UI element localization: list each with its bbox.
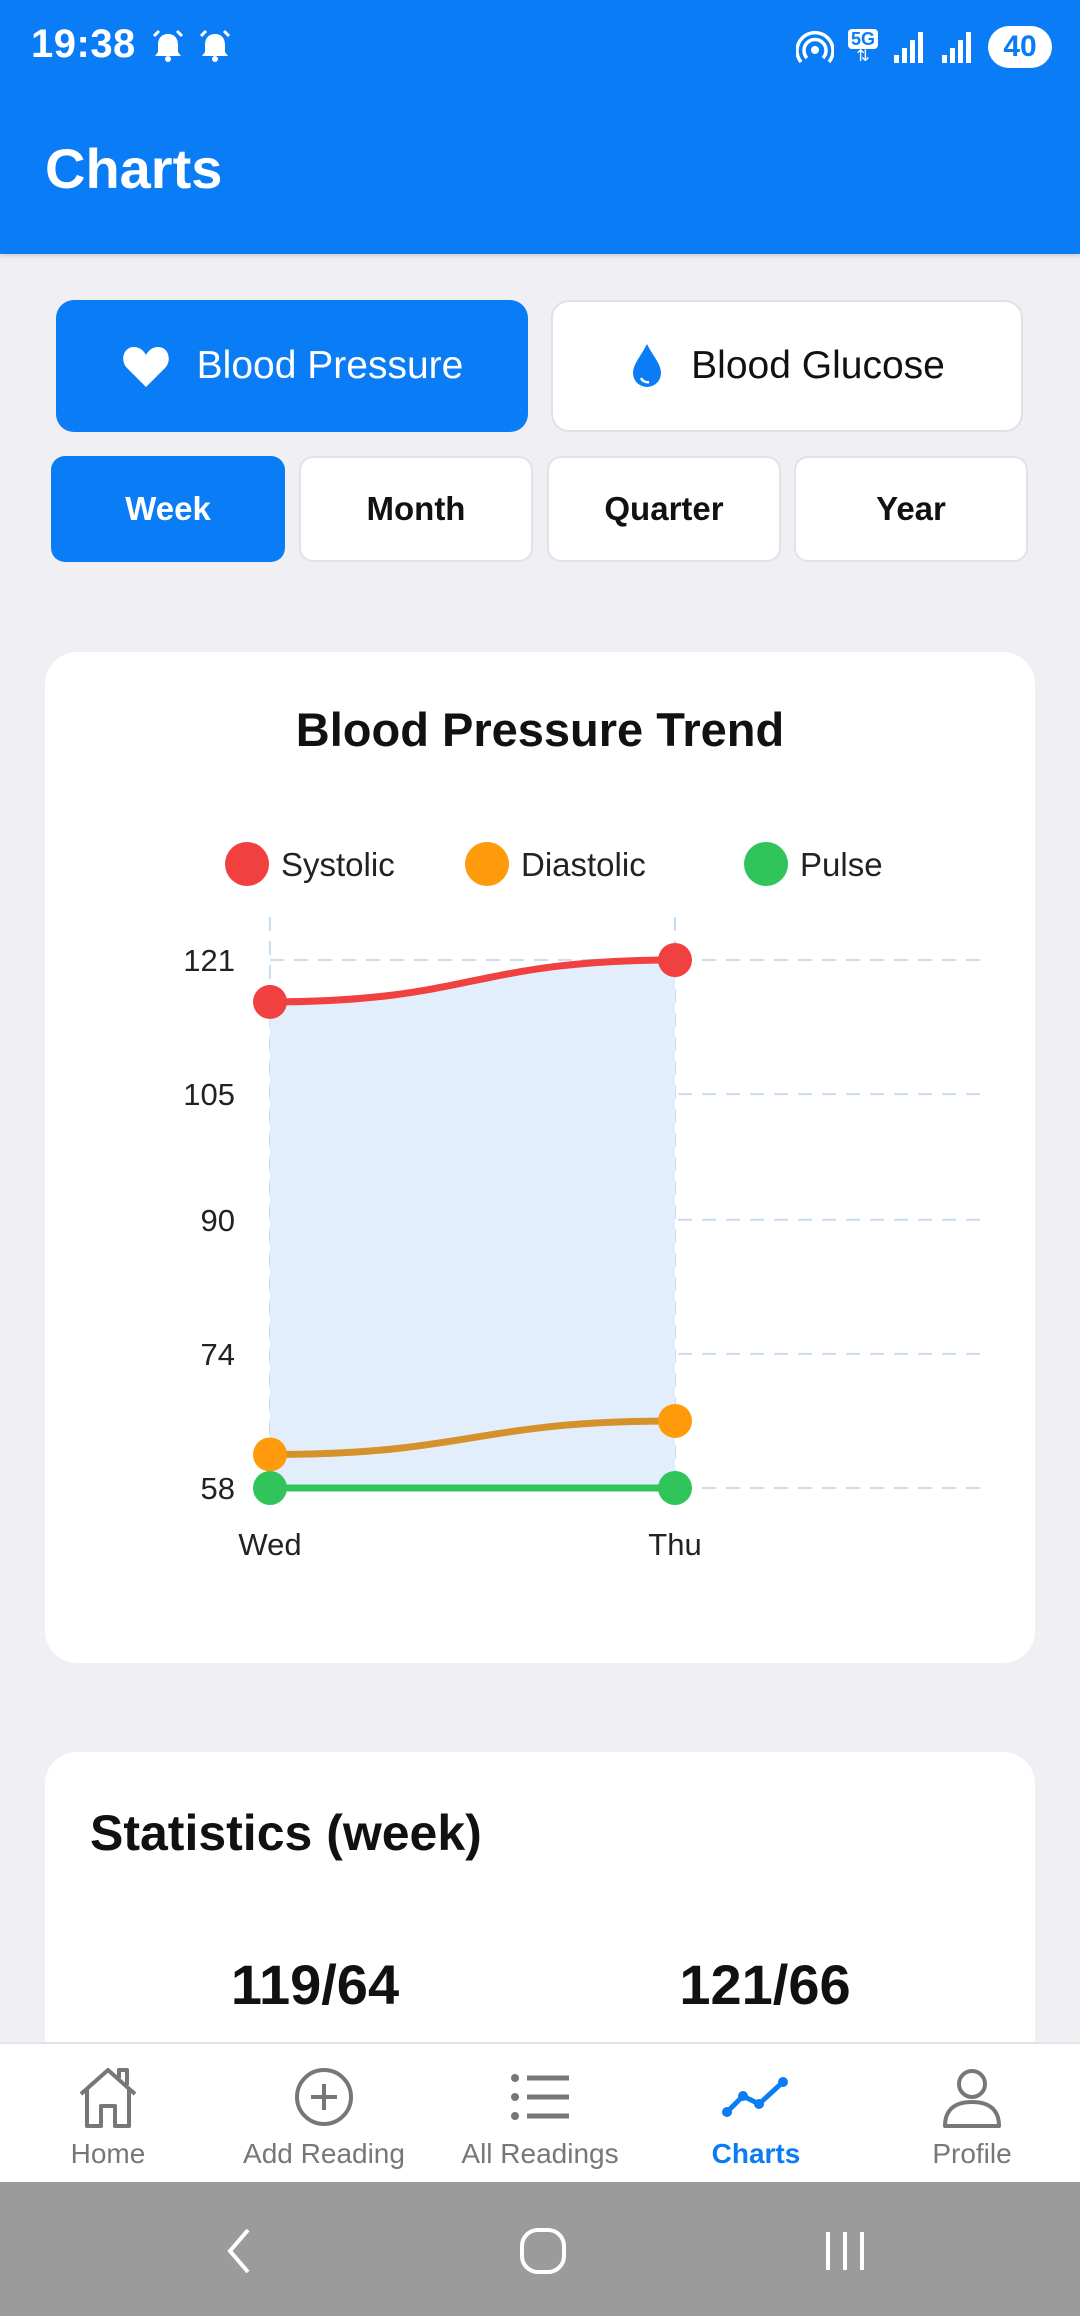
back-icon[interactable] bbox=[222, 2226, 256, 2276]
data-point bbox=[658, 943, 692, 977]
add-circle-icon bbox=[295, 2068, 353, 2126]
legend-marker bbox=[465, 842, 509, 886]
tab-label: Blood Pressure bbox=[196, 344, 464, 387]
legend-label: Systolic bbox=[281, 846, 395, 883]
stat-value: 119/64 bbox=[230, 1953, 400, 2016]
chart-card: Blood Pressure Trend 121 105 90 74 58 Wed Thu S… bbox=[45, 652, 1035, 1663]
legend-marker bbox=[225, 842, 269, 886]
status-bar: 19:38 5G ⇅ 40 bbox=[0, 0, 1080, 96]
statistics-title: Statistics (week) bbox=[90, 1805, 482, 1861]
x-tick-label: Thu bbox=[648, 1527, 701, 1562]
tab-blood-pressure[interactable]: Blood Pressure bbox=[56, 300, 528, 432]
tab-quarter[interactable]: Quarter bbox=[547, 456, 781, 562]
hotspot-icon bbox=[795, 31, 834, 64]
legend-label: Diastolic bbox=[521, 846, 646, 883]
signal-icon bbox=[894, 32, 923, 63]
y-tick-label: 105 bbox=[183, 1077, 235, 1112]
page-title: Charts bbox=[45, 137, 223, 200]
nav-all-readings[interactable]: All Readings bbox=[432, 2044, 648, 2182]
app-bar: Charts bbox=[0, 96, 1080, 254]
heart-icon bbox=[121, 343, 171, 389]
nav-home[interactable]: Home bbox=[0, 2044, 216, 2182]
series-line bbox=[269, 1417, 676, 1458]
series-line bbox=[269, 956, 676, 1006]
nav-charts[interactable]: Charts bbox=[648, 2044, 864, 2182]
home-button-icon[interactable] bbox=[518, 2226, 568, 2276]
x-tick-label: Wed bbox=[238, 1527, 301, 1562]
tab-blood-glucose[interactable]: Blood Glucose bbox=[551, 300, 1023, 432]
nav-add-reading[interactable]: Add Reading bbox=[216, 2044, 432, 2182]
tab-week[interactable]: Week bbox=[51, 456, 285, 562]
list-icon bbox=[511, 2074, 569, 2120]
tab-month[interactable]: Month bbox=[299, 456, 533, 562]
drop-icon bbox=[629, 342, 665, 390]
nav-label: Profile bbox=[932, 2138, 1012, 2169]
y-tick-label: 74 bbox=[201, 1337, 235, 1372]
system-navigation-bar bbox=[0, 2182, 1080, 2316]
battery-indicator: 40 bbox=[988, 26, 1052, 68]
chart-title: Blood Pressure Trend bbox=[295, 703, 785, 756]
tab-year[interactable]: Year bbox=[794, 456, 1028, 562]
data-point bbox=[253, 1471, 287, 1505]
y-tick-label: 58 bbox=[201, 1471, 235, 1506]
profile-icon bbox=[943, 2069, 1001, 2128]
data-point bbox=[253, 984, 287, 1019]
nav-label: Charts bbox=[711, 2138, 801, 2169]
nav-label: All Readings bbox=[461, 2138, 619, 2169]
y-tick-label: 121 bbox=[183, 943, 235, 978]
network-indicator: 5G ⇅ bbox=[847, 29, 878, 65]
data-point bbox=[658, 1471, 692, 1505]
chart-line-icon bbox=[722, 2077, 788, 2117]
data-point bbox=[658, 1403, 692, 1438]
signal-icon bbox=[942, 32, 971, 63]
y-tick-label: 90 bbox=[201, 1203, 235, 1238]
tab-label: Blood Glucose bbox=[691, 344, 945, 387]
nav-label: Add Reading bbox=[243, 2138, 405, 2169]
legend-marker bbox=[744, 842, 788, 886]
status-time: 19:38 bbox=[31, 22, 136, 66]
home-icon bbox=[79, 2068, 137, 2128]
recents-icon[interactable] bbox=[822, 2226, 868, 2276]
area-fill bbox=[270, 960, 675, 1488]
legend-label: Pulse bbox=[800, 846, 883, 883]
bottom-navigation: Home Add Reading All Readings Charts Pro… bbox=[0, 2042, 1080, 2182]
alarm-icon bbox=[152, 29, 184, 62]
nav-label: Home bbox=[70, 2138, 146, 2169]
stat-value: 121/66 bbox=[679, 1953, 851, 2016]
data-point bbox=[253, 1437, 287, 1472]
alarm-icon bbox=[199, 29, 231, 62]
nav-profile[interactable]: Profile bbox=[864, 2044, 1080, 2182]
